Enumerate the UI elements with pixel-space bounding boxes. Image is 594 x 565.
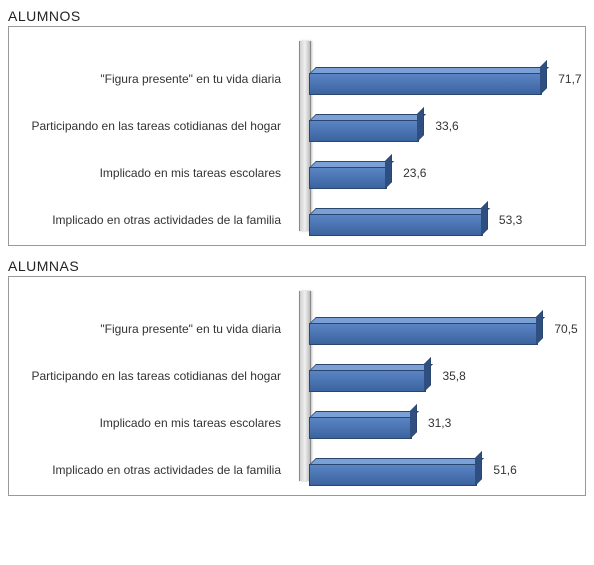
bar-label: Participando en las tareas cotidianas de… <box>11 369 281 383</box>
bar: 70,5 <box>309 317 536 341</box>
bar: 23,6 <box>309 161 385 185</box>
chart-box: "Figura presente" en tu vida diaria71,7P… <box>8 26 586 246</box>
bar-value: 31,3 <box>428 416 451 430</box>
bar-value: 51,6 <box>493 463 516 477</box>
chart-box: "Figura presente" en tu vida diaria70,5P… <box>8 276 586 496</box>
bar-side-face <box>385 154 392 189</box>
bar-front-face <box>309 120 419 142</box>
bar-front-face <box>309 323 538 345</box>
bar: 51,6 <box>309 458 475 482</box>
bar-row: Implicado en mis tareas escolares31,3 <box>299 409 565 437</box>
bar-front-face <box>309 214 483 236</box>
bar-label: Implicado en mis tareas escolares <box>11 166 281 180</box>
bar-side-face <box>475 451 482 486</box>
bar-label: "Figura presente" en tu vida diaria <box>11 72 281 86</box>
plot-area: "Figura presente" en tu vida diaria71,7 P… <box>299 47 565 225</box>
bar-front-face <box>309 370 426 392</box>
bar-side-face <box>424 357 431 392</box>
bar-side-face <box>410 404 417 439</box>
bar-front-face <box>309 464 477 486</box>
bar: 53,3 <box>309 208 481 232</box>
bar-side-face <box>481 201 488 236</box>
bar-value: 33,6 <box>435 119 458 133</box>
bar-row: "Figura presente" en tu vida diaria71,7 <box>299 65 565 93</box>
bar: 35,8 <box>309 364 424 388</box>
bar: 71,7 <box>309 67 540 91</box>
bar-value: 23,6 <box>403 166 426 180</box>
bar-front-face <box>309 167 387 189</box>
bar-front-face <box>309 417 412 439</box>
bar-value: 70,5 <box>554 322 577 336</box>
bar-label: "Figura presente" en tu vida diaria <box>11 322 281 336</box>
bar-row: Implicado en otras actividades de la fam… <box>299 456 565 484</box>
bar-row: Implicado en otras actividades de la fam… <box>299 206 565 234</box>
bar-label: Implicado en otras actividades de la fam… <box>11 463 281 477</box>
bar: 31,3 <box>309 411 410 435</box>
bar-value: 71,7 <box>558 72 581 86</box>
section-title: ALUMNOS <box>8 8 586 24</box>
bar-label: Implicado en mis tareas escolares <box>11 416 281 430</box>
bar: 33,6 <box>309 114 417 138</box>
bar-row: Participando en las tareas cotidianas de… <box>299 362 565 390</box>
bar-front-face <box>309 73 542 95</box>
bar-row: Participando en las tareas cotidianas de… <box>299 112 565 140</box>
chart-section: ALUMNOS "Figura presente" en tu vida diar… <box>8 8 586 246</box>
chart-section: ALUMNAS "Figura presente" en tu vida diar… <box>8 258 586 496</box>
bar-row: Implicado en mis tareas escolares23,6 <box>299 159 565 187</box>
bar-label: Implicado en otras actividades de la fam… <box>11 213 281 227</box>
bar-side-face <box>417 107 424 142</box>
section-title: ALUMNAS <box>8 258 586 274</box>
bar-side-face <box>536 310 543 345</box>
bar-label: Participando en las tareas cotidianas de… <box>11 119 281 133</box>
plot-area: "Figura presente" en tu vida diaria70,5 P… <box>299 297 565 475</box>
bar-row: "Figura presente" en tu vida diaria70,5 <box>299 315 565 343</box>
bar-value: 53,3 <box>499 213 522 227</box>
bar-side-face <box>540 60 547 95</box>
bar-value: 35,8 <box>442 369 465 383</box>
